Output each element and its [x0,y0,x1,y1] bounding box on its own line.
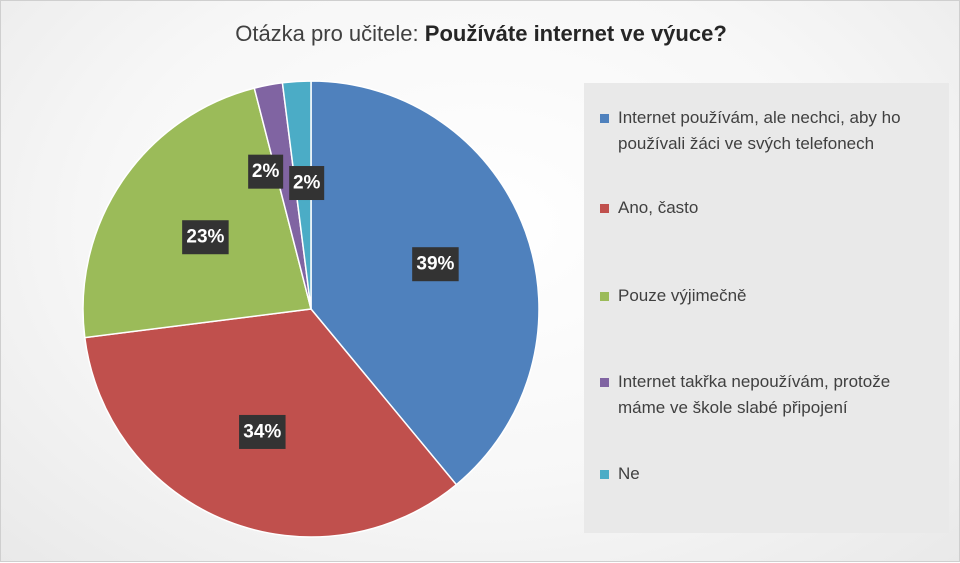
legend-label-2: Ano, často [618,198,699,217]
data-label-box-4 [248,154,284,189]
legend-item-1: Internet používám, ale nechci, aby ho po… [600,105,935,157]
chart-legend: Internet používám, ale nechci, aby ho po… [584,83,949,533]
data-label-text-4: 2% [252,161,280,182]
data-label-box-2 [239,414,286,449]
data-label-2: 34% [239,414,286,449]
data-label-1: 39% [412,247,459,282]
chart-title: Otázka pro učitele: Používáte internet v… [1,21,960,47]
data-label-box-3 [182,220,229,255]
legend-item-5: Ne [600,461,935,487]
legend-label-4: Internet takřka nepoužívám, protože máme… [618,372,891,417]
pie-slice-1 [310,80,540,486]
legend-label-1: Internet používám, ale nechci, aby ho po… [618,108,901,153]
legend-label-5: Ne [618,464,640,483]
legend-swatch-4 [600,378,609,387]
legend-swatch-5 [600,470,609,479]
data-label-box-5 [289,166,325,201]
legend-swatch-2 [600,204,609,213]
data-label-box-1 [412,247,459,282]
legend-item-3: Pouze výjimečně [600,283,935,309]
legend-label-3: Pouze výjimečně [618,286,747,305]
legend-swatch-1 [600,114,609,123]
legend-swatch-3 [600,292,609,301]
chart-title-bold: Používáte internet ve výuce? [424,21,727,46]
data-label-text-1: 39% [416,254,454,275]
pie-slice-3 [82,87,312,339]
data-label-text-3: 23% [186,227,224,248]
legend-item-2: Ano, často [600,195,935,221]
data-label-5: 2% [289,166,325,201]
legend-item-4: Internet takřka nepoužívám, protože máme… [600,369,935,421]
data-label-text-2: 34% [243,421,281,442]
chart-title-prefix: Otázka pro učitele: [235,21,425,46]
data-label-4: 2% [248,154,284,189]
data-label-text-5: 2% [293,173,321,194]
data-label-3: 23% [182,220,229,255]
